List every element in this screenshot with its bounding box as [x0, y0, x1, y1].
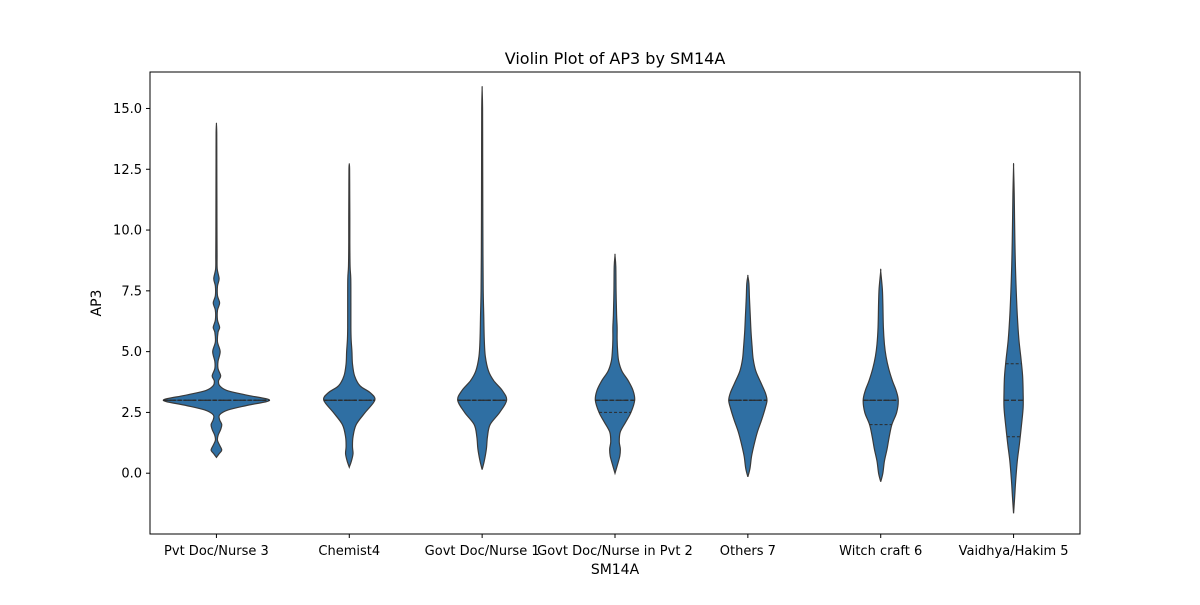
x-tick-label: Pvt Doc/Nurse 3 [164, 544, 269, 559]
violin-5 [728, 274, 768, 478]
y-tick-label: 15.0 [113, 102, 142, 117]
violin-2 [323, 163, 376, 469]
x-tick-label: Chemist4 [318, 544, 380, 559]
x-tick-label: Govt Doc/Nurse in Pvt 2 [537, 544, 693, 559]
x-tick-label: Vaidhya/Hakim 5 [959, 544, 1069, 559]
y-tick-label: 0.0 [121, 467, 142, 482]
violin-3 [457, 85, 508, 470]
x-tick-label: Others 7 [720, 544, 776, 559]
violin-1 [162, 122, 271, 459]
violin-4 [594, 253, 636, 476]
violin-7 [1003, 162, 1024, 514]
chart-title: Violin Plot of AP3 by SM14A [505, 49, 726, 68]
y-tick-label: 5.0 [121, 345, 142, 360]
x-axis-label: SM14A [591, 562, 640, 578]
y-tick-label: 12.5 [113, 163, 142, 178]
x-axis: Pvt Doc/Nurse 3 Chemist4 Govt Doc/Nurse 1G… [164, 534, 1069, 559]
y-axis-label: AP3 [89, 290, 105, 317]
y-tick-label: 7.5 [121, 284, 142, 299]
y-tick-label: 10.0 [113, 224, 142, 239]
y-tick-label: 2.5 [121, 406, 142, 421]
y-axis: 0.0 2.5 5.0 7.5 10.0 12.5 15.0 [113, 102, 150, 482]
x-tick-label: Witch craft 6 [839, 544, 922, 559]
violin-6 [862, 268, 899, 482]
violins-group [162, 85, 1024, 514]
x-tick-label: Govt Doc/Nurse 1 [425, 544, 540, 559]
